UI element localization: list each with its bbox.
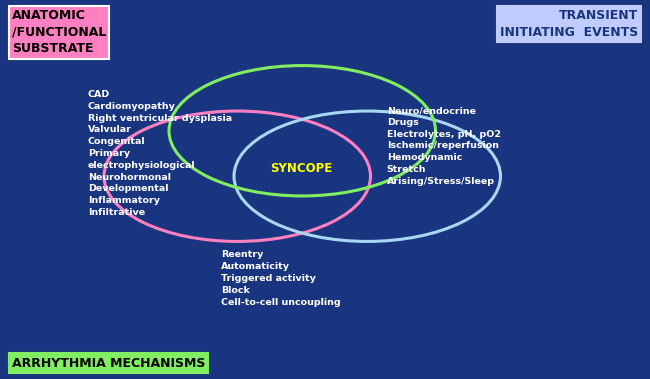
Text: CAD
Cardiomyopathy
Right ventricular dysplasia
Valvular
Congenital
Primary
elect: CAD Cardiomyopathy Right ventricular dys…: [88, 90, 232, 217]
Text: ARRHYTHMIA MECHANISMS: ARRHYTHMIA MECHANISMS: [12, 357, 205, 370]
Text: TRANSIENT
INITIATING  EVENTS: TRANSIENT INITIATING EVENTS: [500, 9, 638, 39]
Text: ANATOMIC
/FUNCTIONAL
SUBSTRATE: ANATOMIC /FUNCTIONAL SUBSTRATE: [12, 9, 106, 55]
Text: Neuro/endocrine
Drugs
Electrolytes, pH, pO2
Ischemic/reperfusion
Hemodynamic
Str: Neuro/endocrine Drugs Electrolytes, pH, …: [387, 106, 500, 186]
Text: SYNCOPE: SYNCOPE: [270, 162, 332, 175]
Text: Reentry
Automaticity
Triggered activity
Block
Cell-to-cell uncoupling: Reentry Automaticity Triggered activity …: [221, 251, 341, 307]
